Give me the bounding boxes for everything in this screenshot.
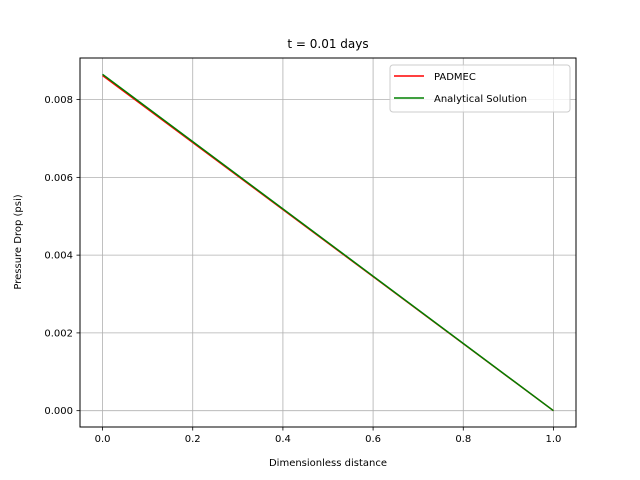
y-tick-label: 0.006 [44, 173, 73, 184]
x-ticks: 0.0 0.2 0.4 0.6 0.8 1.0 [95, 427, 562, 445]
y-tick-label: 0.004 [44, 251, 73, 262]
x-tick-label: 0.0 [95, 434, 111, 445]
legend-label-padmec: PADMEC [434, 72, 476, 83]
x-tick-label: 0.6 [365, 434, 381, 445]
legend: PADMEC Analytical Solution [389, 64, 571, 113]
x-tick-label: 0.8 [455, 434, 471, 445]
y-ticks: 0.000 0.002 0.004 0.006 0.008 [44, 95, 80, 417]
x-tick-label: 0.2 [185, 434, 201, 445]
x-tick-label: 0.4 [275, 434, 291, 445]
x-tick-label: 1.0 [546, 434, 562, 445]
legend-label-analytical: Analytical Solution [434, 94, 527, 105]
y-axis-label: Pressure Drop (psi) [13, 194, 24, 289]
x-axis-label: Dimensionless distance [269, 458, 387, 469]
chart-title: t = 0.01 days [287, 37, 368, 51]
y-tick-label: 0.008 [44, 95, 73, 106]
y-tick-label: 0.000 [44, 406, 73, 417]
y-tick-label: 0.002 [44, 328, 73, 339]
legend-box [389, 64, 571, 113]
series-line-analytical [102, 73, 554, 412]
series-lines [102, 73, 554, 412]
plot-frame [79, 57, 577, 428]
